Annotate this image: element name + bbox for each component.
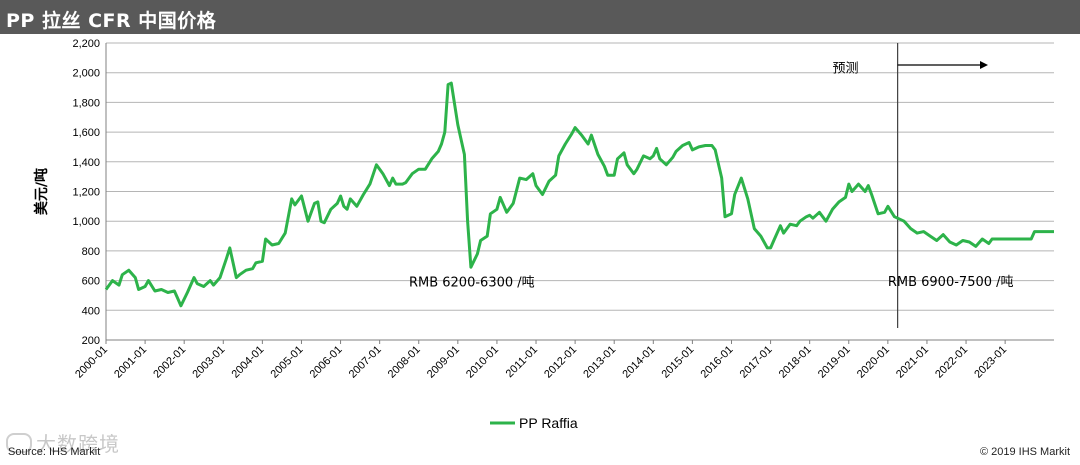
x-tick-label: 2005-01 (269, 344, 306, 381)
x-tick-label: 2007-01 (347, 344, 384, 381)
x-tick-label: 2008-01 (386, 344, 423, 381)
x-tick-label: 2014-01 (620, 344, 657, 381)
watermark-logo-icon (6, 433, 32, 453)
x-tick-label: 2001-01 (112, 344, 149, 381)
y-tick-label: 2,200 (72, 38, 100, 50)
x-tick-label: 2018-01 (777, 344, 814, 381)
x-tick-label: 2006-01 (308, 344, 345, 381)
price-line-chart: 200 400 600 800 1,000 1,200 1,400 1,600 1,800 2,0… (33, 38, 1054, 431)
x-tick-label: 2009-01 (425, 344, 462, 381)
x-tick-label: 2013-01 (581, 344, 618, 381)
x-tick-label: 2003-01 (190, 344, 227, 381)
y-tick-label: 600 (82, 276, 100, 288)
y-tick-label: 800 (82, 246, 100, 258)
y-tick-label: 1,200 (72, 187, 100, 199)
x-tick-label: 2012-01 (542, 344, 579, 381)
x-tick-label: 2019-01 (816, 344, 853, 381)
y-tick-label: 1,600 (72, 127, 100, 139)
x-tick-label: 2017-01 (738, 344, 775, 381)
x-tick-label: 2016-01 (699, 344, 736, 381)
copyright-note: © 2019 IHS Markit (979, 446, 1070, 458)
chart-title-bar: PP 拉丝 CFR 中国价格 (0, 0, 1080, 34)
forecast-arrow-head (980, 61, 988, 69)
y-tick-label: 400 (82, 305, 100, 317)
y-tick-label: 1,400 (72, 157, 100, 169)
y-axis-title: 美元/吨 (33, 168, 50, 215)
x-tick-label: 2000-01 (73, 344, 110, 381)
chart-annotation: 预测 (832, 62, 858, 77)
x-tick-label: 2015-01 (659, 344, 696, 381)
chart-title: PP 拉丝 CFR 中国价格 (6, 10, 217, 32)
x-tick-label: 2020-01 (855, 344, 892, 381)
series-line-pp-raffia (104, 81, 1054, 308)
watermark-text: 大数跨境 (36, 432, 120, 456)
y-tick-label: 2,000 (72, 68, 100, 80)
y-tick-label: 1,000 (72, 216, 100, 228)
y-tick-label: 200 (82, 335, 100, 347)
x-tick-label: 2004-01 (229, 344, 266, 381)
watermark: 大数跨境 (6, 428, 120, 457)
chart-annotation: RMB 6900-7500 /吨 (888, 275, 1014, 290)
x-tick-label: 2011-01 (504, 344, 540, 380)
x-tick-label: 2002-01 (151, 344, 188, 381)
x-tick-label: 2010-01 (464, 344, 501, 381)
x-tick-label: 2023-01 (972, 344, 1009, 381)
y-tick-label: 1,800 (72, 97, 100, 109)
x-tick-label: 2021-01 (894, 344, 931, 381)
source-note: Source: IHS Markit (8, 446, 101, 458)
chart-annotation: RMB 6200-6300 /吨 (409, 276, 535, 291)
legend-label: PP Raffia (519, 415, 578, 431)
x-tick-label: 2022-01 (933, 344, 970, 381)
